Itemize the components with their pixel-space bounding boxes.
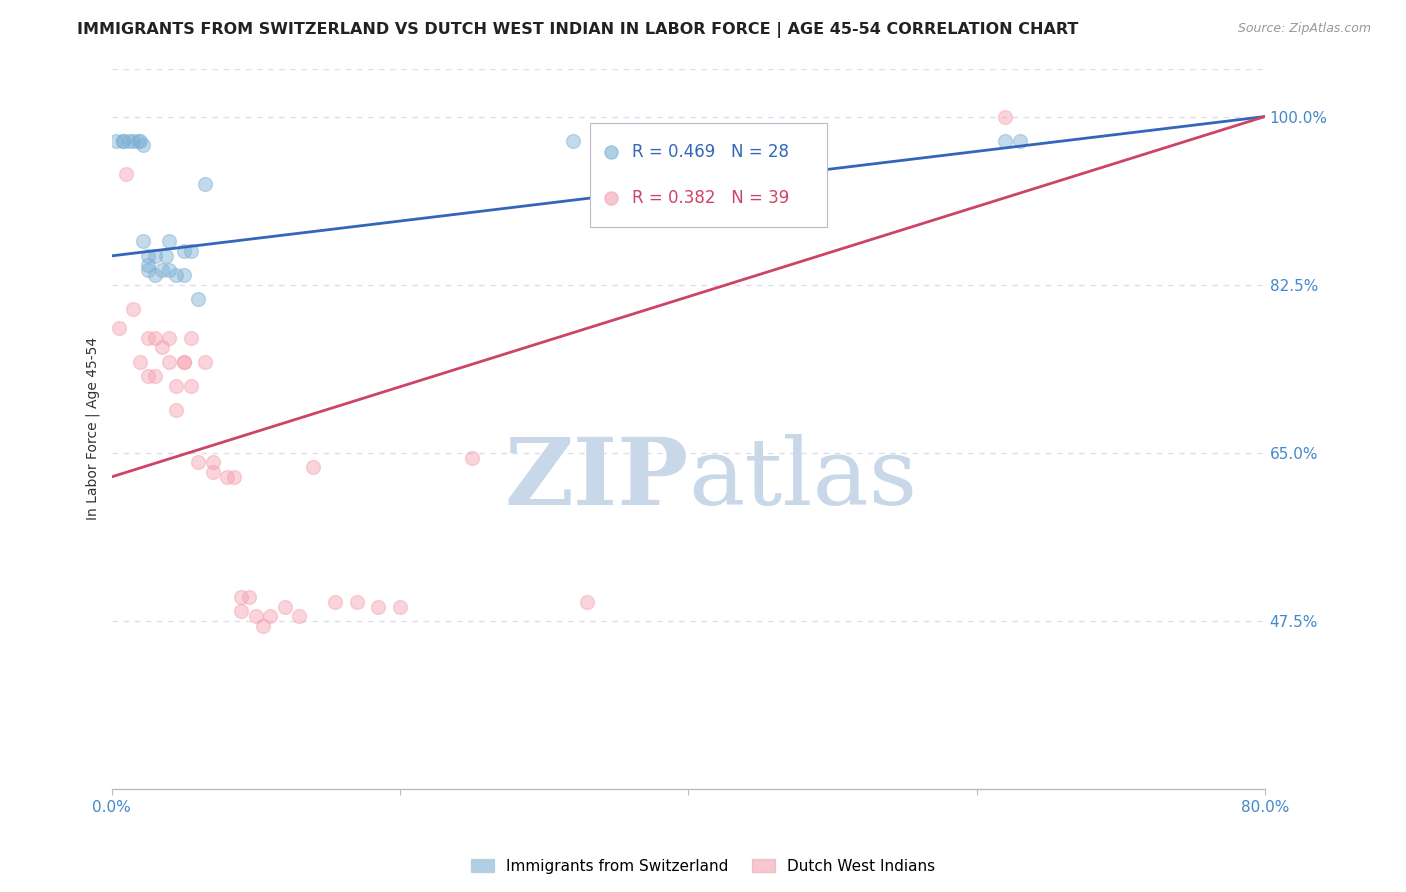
Point: [136, 330, 159, 344]
Point: [122, 301, 145, 316]
Point: [173, 268, 195, 282]
Point: [136, 369, 159, 384]
Point: [112, 134, 135, 148]
Point: [367, 599, 389, 614]
Point: [994, 134, 1017, 148]
Point: [201, 455, 224, 469]
Point: [252, 619, 274, 633]
Point: [150, 340, 173, 354]
Point: [122, 134, 145, 148]
Point: [108, 321, 131, 335]
Point: [323, 595, 346, 609]
Point: [127, 134, 149, 148]
Point: [155, 249, 177, 263]
Point: [157, 235, 180, 249]
Point: [231, 604, 253, 618]
Point: [215, 470, 238, 484]
Point: [231, 590, 253, 604]
Point: [180, 244, 202, 258]
Point: [245, 609, 267, 624]
Point: [173, 244, 195, 258]
Point: [1008, 134, 1031, 148]
Text: R = 0.469   N = 28: R = 0.469 N = 28: [631, 143, 789, 161]
Point: [143, 369, 166, 384]
Point: [724, 220, 747, 235]
Y-axis label: In Labor Force | Age 45-54: In Labor Force | Age 45-54: [86, 337, 100, 520]
Point: [136, 249, 159, 263]
Point: [724, 282, 747, 296]
Point: [157, 330, 180, 344]
Text: IMMIGRANTS FROM SWITZERLAND VS DUTCH WEST INDIAN IN LABOR FORCE | AGE 45-54 CORR: IMMIGRANTS FROM SWITZERLAND VS DUTCH WES…: [77, 22, 1078, 38]
Point: [224, 470, 246, 484]
Point: [115, 167, 138, 181]
Point: [143, 330, 166, 344]
Point: [166, 402, 188, 417]
Point: [180, 330, 202, 344]
Point: [187, 455, 209, 469]
Point: [187, 292, 209, 306]
Point: [180, 378, 202, 392]
Point: [104, 134, 127, 148]
Point: [129, 354, 152, 368]
Point: [461, 450, 484, 465]
Legend: Immigrants from Switzerland, Dutch West Indians: Immigrants from Switzerland, Dutch West …: [465, 853, 941, 880]
Point: [302, 460, 325, 475]
Point: [238, 590, 260, 604]
Point: [259, 609, 281, 624]
Text: Source: ZipAtlas.com: Source: ZipAtlas.com: [1237, 22, 1371, 36]
Point: [173, 354, 195, 368]
Point: [143, 268, 166, 282]
Point: [166, 378, 188, 392]
Point: [576, 595, 599, 609]
Text: R = 0.382   N = 39: R = 0.382 N = 39: [631, 189, 789, 207]
Point: [157, 354, 180, 368]
Point: [194, 177, 217, 191]
Point: [132, 235, 155, 249]
Point: [201, 465, 224, 479]
Point: [288, 609, 311, 624]
Point: [118, 134, 141, 148]
Point: [273, 599, 295, 614]
Point: [561, 134, 583, 148]
Point: [173, 354, 195, 368]
Point: [735, 134, 758, 148]
Point: [112, 134, 135, 148]
Point: [194, 354, 217, 368]
Point: [166, 268, 188, 282]
Point: [129, 134, 152, 148]
Point: [136, 263, 159, 277]
Text: ZIP: ZIP: [503, 434, 689, 524]
Text: atlas: atlas: [689, 434, 918, 524]
Point: [157, 263, 180, 277]
Point: [994, 110, 1017, 124]
Point: [143, 249, 166, 263]
Point: [388, 599, 411, 614]
Point: [136, 259, 159, 273]
Point: [132, 138, 155, 153]
Point: [346, 595, 368, 609]
FancyBboxPatch shape: [591, 122, 827, 227]
Point: [150, 263, 173, 277]
